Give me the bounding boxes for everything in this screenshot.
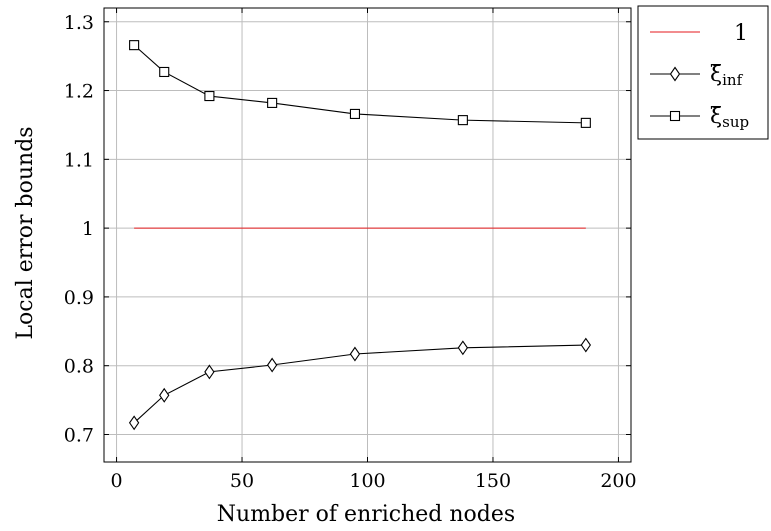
legend-box (637, 5, 769, 140)
plot-area-border (103, 7, 632, 463)
y-tick-label: 1.1 (64, 149, 94, 171)
y-tick-label: 1 (82, 218, 94, 240)
x-axis-label: Number of enriched nodes (217, 502, 515, 527)
y-tick-label: 0.8 (64, 356, 94, 378)
legend-entry-reference: 1 (650, 21, 748, 46)
x-tick-label: 200 (600, 470, 636, 492)
y-tick-label: 1.3 (64, 12, 94, 34)
y-tick-label: 0.9 (64, 287, 94, 309)
x-tick-label: 100 (349, 470, 385, 492)
x-tick-label: 150 (475, 470, 511, 492)
legend-marker (669, 66, 681, 82)
data-point-square (580, 117, 591, 128)
data-point-square (349, 108, 361, 119)
legend-entry-diamond: ξ̄inf (650, 62, 744, 89)
y-tick-label: 0.7 (64, 424, 94, 446)
legend-label: ξ̄inf (710, 62, 744, 89)
legend-label: ξ̄sup (710, 104, 749, 131)
data-point-diamond (580, 337, 591, 353)
x-tick-label: 50 (230, 470, 254, 492)
tick-labels: 0 50 100 150 200 0.7 0.8 0.9 1 1.1 1.2 1.3 (64, 12, 637, 492)
legend-entry-square: ξ̄sup (650, 104, 749, 131)
data-point-diamond (457, 340, 469, 356)
series-layer (128, 40, 591, 431)
data-point-square (204, 90, 215, 102)
legend-label: 1 (734, 21, 748, 46)
grid-lines (104, 8, 631, 462)
data-point-diamond (266, 357, 278, 373)
legend-marker (669, 110, 681, 122)
data-point-square (129, 40, 140, 51)
plot-frame (103, 7, 632, 463)
data-point-diamond (159, 387, 170, 403)
data-point-diamond (204, 364, 215, 380)
series-line-diamond (133, 344, 586, 424)
y-axis-label: Local error bounds (13, 126, 38, 339)
data-point-diamond (128, 415, 140, 431)
x-tick-label: 0 (111, 470, 123, 492)
data-point-square (159, 66, 170, 78)
data-point-diamond (349, 346, 361, 362)
legend: 1 ξ̄inf ξ̄sup (637, 5, 769, 140)
data-point-square (267, 97, 278, 108)
y-tick-label: 1.2 (64, 81, 94, 103)
data-point-square (457, 115, 468, 126)
